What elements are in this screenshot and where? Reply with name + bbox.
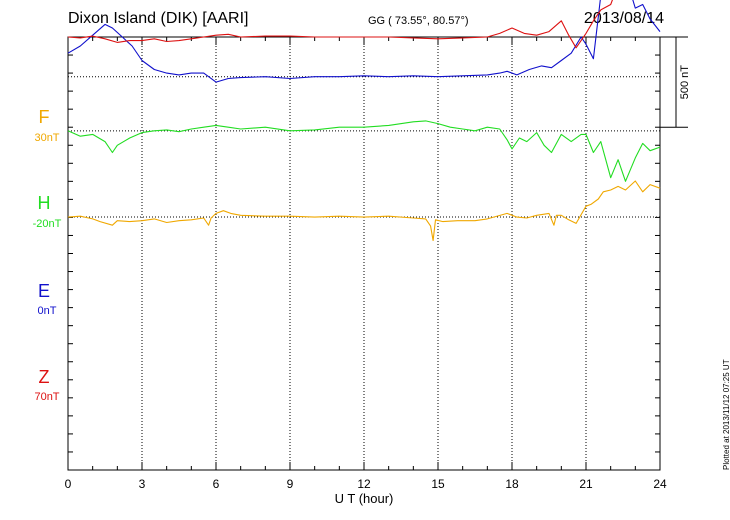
x-tick-label: 6	[213, 477, 220, 491]
series-baseline-e: 0nT	[37, 305, 57, 317]
series-line-h	[67, 120, 661, 182]
series-baseline-h: -20nT	[32, 218, 62, 230]
series-label-h: H	[37, 193, 51, 213]
series-baseline-f: 30nT	[34, 132, 60, 144]
series-label-f: F	[38, 107, 50, 127]
series-line-z	[67, 0, 613, 49]
x-tick-label: 24	[653, 477, 667, 491]
scale-bar: 500 nT	[660, 36, 691, 128]
x-axis-label: U T (hour)	[335, 491, 394, 506]
series-label-z: Z	[38, 367, 50, 387]
series-baseline-z: 70nT	[34, 391, 60, 403]
x-tick-label: 0	[65, 477, 72, 491]
x-tick-label: 3	[139, 477, 146, 491]
x-tick-label: 18	[505, 477, 519, 491]
grid-layer	[68, 36, 660, 470]
date-label: 2013/08/14	[583, 10, 664, 27]
series-layer	[67, 0, 661, 242]
series-line-f	[67, 180, 661, 242]
coordinates-label: GG ( 73.55°, 80.57°)	[368, 15, 469, 27]
station-title: Dixon Island (DIK) [AARI]	[68, 10, 249, 27]
axis-layer: 0 3 6 9 12 15 18 21 24 U T (hour)	[65, 36, 667, 506]
series-label-e: E	[37, 281, 50, 301]
x-tick-label: 9	[287, 477, 294, 491]
x-tick-label: 15	[431, 477, 445, 491]
scale-bar-label: 500 nT	[679, 65, 691, 100]
x-tick-label: 12	[357, 477, 371, 491]
plot-timestamp: Plotted at 2013/11/12 07:25 UT	[722, 359, 730, 470]
x-tick-label: 21	[579, 477, 593, 491]
series-line-e	[67, 0, 661, 83]
